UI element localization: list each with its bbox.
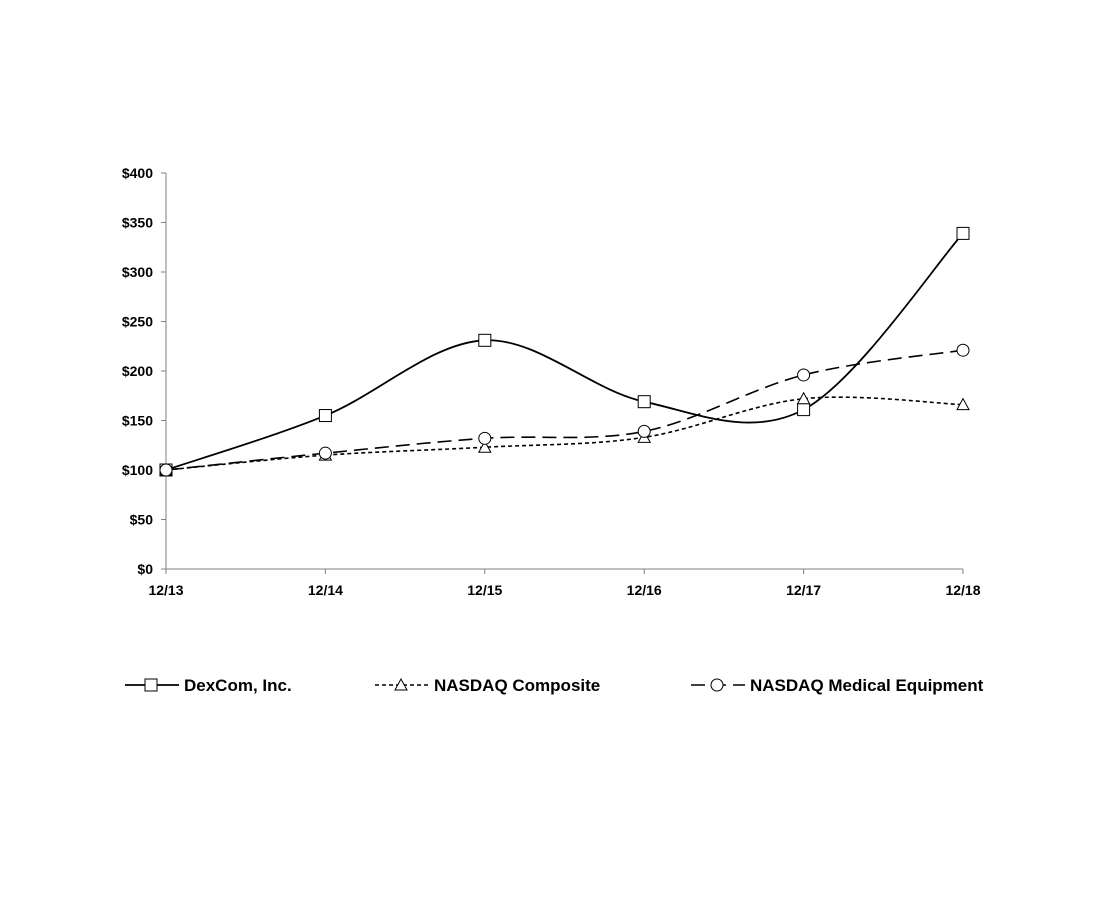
legend-label: NASDAQ Medical Equipment bbox=[750, 676, 984, 695]
y-tick-label: $100 bbox=[122, 462, 153, 478]
y-tick-label: $400 bbox=[122, 165, 153, 181]
data-point-square bbox=[637, 395, 651, 409]
data-point-square bbox=[318, 409, 332, 423]
y-axis-ticks: $0 $50 $100 $150 $200 $250 $300 $350 $400 bbox=[122, 165, 166, 577]
x-tick-label: 12/16 bbox=[627, 582, 662, 598]
data-point-circle bbox=[478, 431, 492, 445]
series-line-circle bbox=[165, 349, 964, 471]
data-point-square bbox=[797, 403, 811, 417]
x-tick-label: 12/18 bbox=[945, 582, 980, 598]
x-tick-label: 12/14 bbox=[308, 582, 343, 598]
data-point-circle bbox=[797, 368, 811, 382]
legend: DexCom, Inc. NASDAQ Composite NASDAQ Medic… bbox=[125, 676, 984, 695]
data-point-square bbox=[956, 226, 970, 240]
y-tick-label: $150 bbox=[122, 413, 153, 429]
x-tick-label: 12/17 bbox=[786, 582, 821, 598]
y-tick-label: $300 bbox=[122, 264, 153, 280]
data-point-triangle bbox=[796, 391, 811, 405]
data-point-square bbox=[478, 333, 492, 347]
legend-marker-triangle bbox=[394, 677, 408, 691]
legend-label: NASDAQ Composite bbox=[434, 676, 600, 695]
y-tick-label: $50 bbox=[130, 512, 154, 528]
y-tick-label: $200 bbox=[122, 363, 153, 379]
x-tick-label: 12/15 bbox=[467, 582, 502, 598]
series-lines bbox=[165, 232, 964, 471]
y-tick-label: $0 bbox=[137, 561, 153, 577]
data-point-triangle bbox=[956, 397, 970, 411]
x-axis-ticks: 12/13 12/14 12/15 12/16 12/17 12/18 bbox=[148, 569, 981, 598]
axes bbox=[165, 173, 963, 570]
data-point-circle bbox=[637, 424, 651, 438]
series-line-square bbox=[165, 232, 964, 471]
legend-marker-circle bbox=[710, 678, 724, 692]
legend-marker-square bbox=[144, 678, 158, 692]
data-point-circle bbox=[318, 446, 332, 460]
y-tick-label: $250 bbox=[122, 314, 153, 330]
legend-label: DexCom, Inc. bbox=[184, 676, 292, 695]
x-tick-label: 12/13 bbox=[148, 582, 183, 598]
data-point-circle bbox=[159, 463, 173, 477]
y-tick-label: $350 bbox=[122, 215, 153, 231]
series-line-triangle bbox=[165, 396, 964, 471]
data-point-circle bbox=[956, 343, 970, 357]
data-point-triangle bbox=[477, 440, 492, 453]
series-markers bbox=[159, 226, 970, 477]
